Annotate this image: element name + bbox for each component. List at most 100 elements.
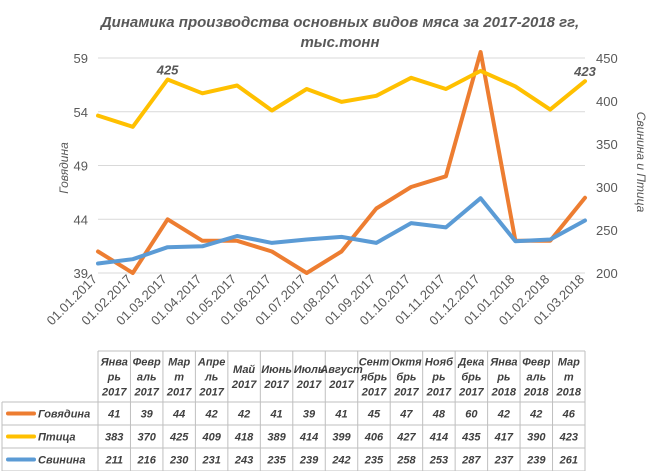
table-cell: 48 [432, 409, 446, 421]
table-cell: 414 [299, 432, 318, 444]
x-axis-ticks: 01.01.201701.02.201701.03.201701.04.2017… [43, 272, 587, 329]
table-header-cell: Дека [457, 357, 484, 369]
table-cell: 42 [529, 409, 542, 421]
data-label: 425 [156, 63, 179, 78]
table-cell: 41 [334, 409, 347, 421]
table-header-cell: ябрь [360, 372, 388, 384]
table-header-cell: Август [319, 364, 363, 376]
table-cell: 45 [367, 409, 381, 421]
table-cell: 47 [399, 409, 413, 421]
table-cell: 239 [299, 455, 319, 467]
table-header-cell: 2017 [231, 379, 257, 391]
right-tick-label: 250 [596, 223, 618, 238]
table-cell: 235 [266, 455, 286, 467]
left-tick-label: 44 [74, 212, 88, 227]
table-header-cell: рь [496, 372, 510, 384]
table-header-cell: Май [233, 364, 255, 376]
table-cell: 42 [205, 409, 218, 421]
table-cell: 258 [396, 455, 416, 467]
table-header-cell: Октя [391, 357, 422, 369]
table-cell: 418 [234, 432, 254, 444]
table-header-cell: Апре [197, 357, 226, 369]
table-header-cell: 2018 [491, 387, 517, 399]
series-name: Говядина [38, 409, 90, 421]
table-cell: 42 [497, 409, 510, 421]
left-axis-label: Говядина [57, 142, 71, 194]
table-header-cell: Сент [359, 357, 390, 369]
table-cell: 406 [364, 432, 384, 444]
table-header-cell: брь [461, 372, 481, 384]
table-header-cell: Февр [133, 357, 161, 369]
table-header-cell: Мар [558, 357, 580, 369]
table-header-cell: 2018 [523, 387, 549, 399]
table-cell: 41 [107, 409, 120, 421]
table-cell: 370 [138, 432, 157, 444]
table-header-cell: 2018 [556, 387, 582, 399]
series-lines [96, 50, 587, 275]
table-cell: 261 [559, 455, 578, 467]
table-cell: 41 [269, 409, 282, 421]
table-header-cell: аль [526, 372, 546, 384]
series-name: Свинина [38, 455, 85, 467]
table-cell: 399 [332, 432, 351, 444]
series-line [96, 50, 587, 275]
table-cell: 42 [237, 409, 250, 421]
table-cell: 242 [331, 455, 350, 467]
table-cell: 414 [429, 432, 448, 444]
table-cell: 211 [104, 455, 123, 467]
gridlines [98, 57, 585, 274]
table-cell: 243 [234, 455, 253, 467]
data-label: 423 [573, 64, 596, 79]
right-tick-label: 450 [596, 51, 618, 66]
table-header-cell: т [174, 372, 184, 384]
table-cell: 237 [494, 455, 514, 467]
left-axis-ticks: 39 44 49 54 59 [74, 51, 88, 281]
series-name: Птица [38, 432, 76, 444]
table-header-cell: Янва [489, 357, 517, 369]
table-cell: 435 [461, 432, 481, 444]
table-cell: 383 [105, 432, 123, 444]
table-cell: 231 [201, 455, 220, 467]
table-header-cell: 2017 [198, 387, 224, 399]
table-header-cell: Мар [168, 357, 190, 369]
table-cell: 417 [494, 432, 514, 444]
table-cell: 60 [465, 409, 478, 421]
table-header-cell: 2017 [101, 387, 127, 399]
data-table: Янва рь 2017 Февр аль 2017 Мар т 2017 Апре ль 2017 М… [1, 350, 586, 471]
left-tick-label: 39 [74, 266, 88, 281]
table-cell: 427 [396, 432, 416, 444]
table-header-cell: рь [107, 372, 121, 384]
table-header-cell: 2017 [393, 387, 419, 399]
table-cell: 216 [137, 455, 157, 467]
table-header-cell: Янва [100, 357, 128, 369]
left-tick-label: 54 [74, 105, 88, 120]
table-cell: 423 [559, 432, 578, 444]
series-line [96, 68, 587, 129]
left-tick-label: 49 [74, 159, 88, 174]
table-cell: 235 [364, 455, 384, 467]
table-cell: 253 [429, 455, 448, 467]
table-header-cell: 2017 [361, 387, 387, 399]
chart-title: Динамика производства основных видов мяс… [99, 14, 579, 31]
table-cell: 390 [527, 432, 546, 444]
table-header-cell: 2017 [328, 379, 354, 391]
table-cell: 39 [141, 409, 154, 421]
right-tick-label: 300 [596, 180, 618, 195]
table-cell: 46 [562, 409, 576, 421]
table-cell: 39 [303, 409, 316, 421]
table-header-cell: 2017 [458, 387, 484, 399]
table-header-cell: 2017 [133, 387, 159, 399]
chart-subtitle: тыс.тонн [300, 34, 379, 51]
table-header-cell: ль [204, 372, 218, 384]
table-header-cell: Февр [522, 357, 550, 369]
table-header-cell: Нояб [425, 357, 454, 369]
right-tick-label: 350 [596, 137, 618, 152]
table-header-cell: брь [396, 372, 416, 384]
table-header-cell: 2017 [166, 387, 192, 399]
series-line [96, 196, 587, 266]
right-tick-label: 200 [596, 266, 618, 281]
table-cell: 287 [461, 455, 481, 467]
table-cell: 389 [267, 432, 286, 444]
table-cell: 44 [172, 409, 185, 421]
table-cell: 425 [169, 432, 189, 444]
